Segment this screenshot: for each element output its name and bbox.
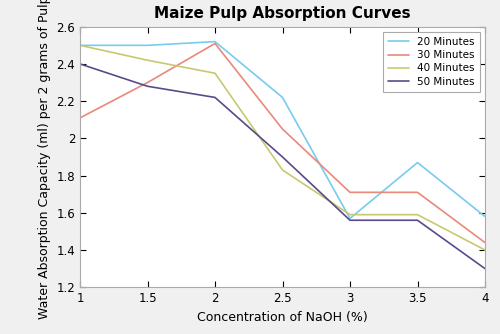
Y-axis label: Water Absorption Capacity (ml) per 2 grams of Pulp: Water Absorption Capacity (ml) per 2 gra…: [38, 0, 51, 319]
40 Minutes: [347, 213, 353, 217]
50 Minutes: [414, 218, 420, 222]
40 Minutes: [482, 248, 488, 252]
50 Minutes: [482, 267, 488, 271]
20 Minutes: [280, 96, 285, 100]
20 Minutes: [482, 214, 488, 218]
50 Minutes: [280, 155, 285, 159]
40 Minutes: [414, 213, 420, 217]
50 Minutes: [212, 96, 218, 100]
30 Minutes: [212, 41, 218, 45]
40 Minutes: [77, 43, 83, 47]
50 Minutes: [77, 62, 83, 66]
Line: 20 Minutes: 20 Minutes: [80, 42, 485, 218]
Title: Maize Pulp Absorption Curves: Maize Pulp Absorption Curves: [154, 6, 411, 21]
20 Minutes: [77, 43, 83, 47]
40 Minutes: [212, 71, 218, 75]
Line: 50 Minutes: 50 Minutes: [80, 64, 485, 269]
Line: 30 Minutes: 30 Minutes: [80, 43, 485, 242]
40 Minutes: [280, 168, 285, 172]
20 Minutes: [144, 43, 150, 47]
20 Minutes: [212, 40, 218, 44]
20 Minutes: [414, 161, 420, 165]
30 Minutes: [482, 240, 488, 244]
Legend: 20 Minutes, 30 Minutes, 40 Minutes, 50 Minutes: 20 Minutes, 30 Minutes, 40 Minutes, 50 M…: [382, 32, 480, 92]
50 Minutes: [347, 218, 353, 222]
50 Minutes: [144, 84, 150, 88]
X-axis label: Concentration of NaOH (%): Concentration of NaOH (%): [197, 311, 368, 324]
40 Minutes: [144, 58, 150, 62]
30 Minutes: [144, 80, 150, 85]
30 Minutes: [280, 127, 285, 131]
30 Minutes: [414, 190, 420, 194]
Line: 40 Minutes: 40 Minutes: [80, 45, 485, 250]
30 Minutes: [77, 116, 83, 120]
20 Minutes: [347, 216, 353, 220]
30 Minutes: [347, 190, 353, 194]
